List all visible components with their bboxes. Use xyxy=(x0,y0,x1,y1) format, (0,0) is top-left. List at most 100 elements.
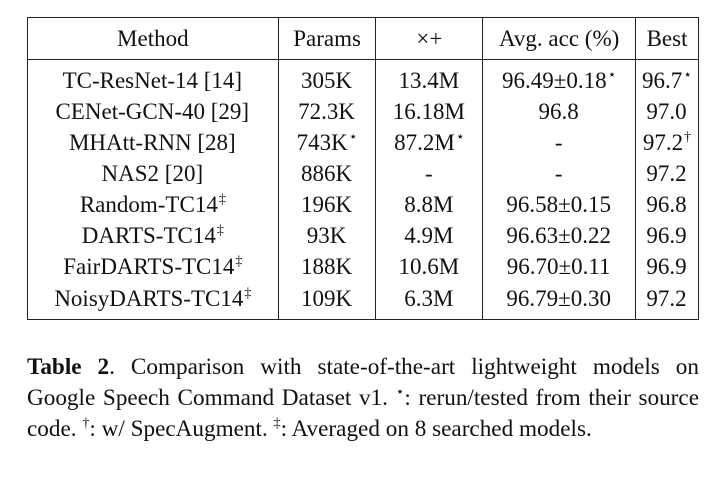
cell-params: 886K xyxy=(277,158,376,189)
cell-best: 96.7⋆ xyxy=(635,59,699,96)
cell-method: NAS2 [20] xyxy=(28,158,279,189)
best-value: 97.2 xyxy=(642,130,684,155)
method-name: TC-ResNet-14 [14] xyxy=(62,68,243,93)
params-value: 188K xyxy=(301,254,353,279)
table-row: Random-TC14‡ 196K 8.8M 96.58±0.15 96.8 xyxy=(28,189,699,220)
cell-best: 96.9 xyxy=(635,251,699,282)
cell-mult-adds: 13.4M xyxy=(375,59,483,96)
method-name: NoisyDARTS-TC14 xyxy=(54,286,244,311)
best-mark: ⋆ xyxy=(683,68,693,83)
method-name: CENet-GCN-40 [29] xyxy=(55,99,250,124)
caption-text: . Comparison with state-of-the-art light… xyxy=(27,354,699,411)
table-row: CENet-GCN-40 [29] 72.3K 16.18M 96.8 97.0 xyxy=(28,96,699,127)
cell-mult-adds: 16.18M xyxy=(375,96,483,127)
cell-params: 188K xyxy=(277,251,376,282)
avg-mark: ⋆ xyxy=(607,68,617,83)
cell-method: TC-ResNet-14 [14] xyxy=(28,60,279,97)
method-name: Random-TC14 xyxy=(79,192,218,217)
params-value: 743K xyxy=(296,130,348,155)
cell-best: 97.0 xyxy=(635,96,699,127)
avg-value: 96.58±0.15 xyxy=(506,192,611,217)
params-value: 93K xyxy=(306,223,347,248)
cell-avg-acc: - xyxy=(482,158,636,189)
cell-mult-adds: 8.8M xyxy=(375,189,483,220)
cell-avg-acc: 96.63±0.22 xyxy=(482,220,636,251)
caption-text: : Averaged on 8 searched models. xyxy=(280,416,592,442)
madds-value: 8.8M xyxy=(404,192,454,217)
cell-avg-acc: - xyxy=(482,127,636,158)
header-best: Best xyxy=(635,17,699,60)
params-value: 886K xyxy=(301,161,353,186)
cell-best: 97.2 xyxy=(635,158,699,189)
best-value: 96.8 xyxy=(646,192,687,217)
params-value: 196K xyxy=(301,192,353,217)
avg-value: - xyxy=(554,161,563,186)
cell-best: 97.2† xyxy=(635,127,699,158)
avg-value: 96.70±0.11 xyxy=(506,254,611,279)
best-value: 97.2 xyxy=(646,286,687,311)
avg-value: 96.49±0.18 xyxy=(501,68,607,93)
table-header-row: Method Params ×+ Avg. acc (%) Best xyxy=(27,17,699,60)
table-row: DARTS-TC14‡ 93K 4.9M 96.63±0.22 96.9 xyxy=(28,220,699,251)
caption-mark: † xyxy=(82,416,90,431)
caption-text: : w/ SpecAugment. xyxy=(89,416,274,442)
caption-mark: ‡ xyxy=(273,416,281,431)
cell-method: FairDARTS-TC14‡ xyxy=(28,251,279,282)
caption-text: : rerun/tested from their source code. xyxy=(27,385,699,442)
cell-best: 97.2 xyxy=(635,282,699,320)
best-mark: † xyxy=(684,130,692,145)
method-name: NAS2 [20] xyxy=(101,161,204,186)
best-value: 97.0 xyxy=(646,99,687,124)
best-value: 96.9 xyxy=(646,223,687,248)
method-name: FairDARTS-TC14 xyxy=(63,254,235,279)
header-mult-adds: ×+ xyxy=(375,17,483,60)
madds-value: 6.3M xyxy=(404,286,454,311)
method-mark: ‡ xyxy=(216,223,224,238)
table-row: TC-ResNet-14 [14] 305K 13.4M 96.49±0.18⋆… xyxy=(28,59,699,97)
results-table-container: Method Params ×+ Avg. acc (%) Best TC-Re… xyxy=(27,17,699,320)
cell-params: 196K xyxy=(277,189,376,220)
cell-best: 96.9 xyxy=(635,220,699,251)
params-value: 72.3K xyxy=(298,99,355,124)
comparison-table: Method Params ×+ Avg. acc (%) Best TC-Re… xyxy=(27,17,699,320)
madds-value: 10.6M xyxy=(398,254,460,279)
cell-mult-adds: 6.3M xyxy=(375,282,483,320)
cell-mult-adds: 4.9M xyxy=(375,220,483,251)
header-avg-acc: Avg. acc (%) xyxy=(482,17,636,60)
cell-avg-acc: 96.49±0.18⋆ xyxy=(482,59,636,96)
params-value: 305K xyxy=(301,68,353,93)
cell-mult-adds: 87.2M⋆ xyxy=(375,127,483,158)
caption-mark: ⋆ xyxy=(395,385,405,400)
madds-value: - xyxy=(425,161,433,186)
madds-value: 87.2M xyxy=(394,130,455,155)
avg-value: 96.79±0.30 xyxy=(506,286,611,311)
header-method: Method xyxy=(27,17,279,60)
madds-value: 16.18M xyxy=(392,99,465,124)
method-mark: ‡ xyxy=(235,254,243,269)
madds-mark: ⋆ xyxy=(455,130,465,145)
cell-avg-acc: 96.70±0.11 xyxy=(482,251,636,282)
cell-method: NoisyDARTS-TC14‡ xyxy=(28,282,279,320)
cell-method: CENet-GCN-40 [29] xyxy=(28,96,279,127)
cell-avg-acc: 96.79±0.30 xyxy=(482,282,636,320)
avg-value: - xyxy=(554,130,563,155)
table-row: MHAtt-RNN [28] 743K⋆ 87.2M⋆ - 97.2† xyxy=(28,127,699,158)
cell-params: 743K⋆ xyxy=(277,127,376,158)
caption-label: Table 2 xyxy=(27,354,110,380)
table-row: NoisyDARTS-TC14‡ 109K 6.3M 96.79±0.30 97… xyxy=(28,282,699,320)
table-caption: Table 2. Comparison with state-of-the-ar… xyxy=(27,352,699,445)
method-name: DARTS-TC14 xyxy=(81,223,216,248)
method-mark: ‡ xyxy=(218,192,226,207)
cell-mult-adds: 10.6M xyxy=(375,251,483,282)
cell-params: 72.3K xyxy=(277,96,376,127)
params-mark: ⋆ xyxy=(348,130,358,145)
cell-params: 305K xyxy=(277,59,376,96)
cell-avg-acc: 96.58±0.15 xyxy=(482,189,636,220)
best-value: 96.9 xyxy=(646,254,687,279)
avg-value: 96.8 xyxy=(538,99,579,124)
cell-method: DARTS-TC14‡ xyxy=(28,220,279,251)
cell-avg-acc: 96.8 xyxy=(482,96,636,127)
avg-value: 96.63±0.22 xyxy=(506,223,611,248)
madds-value: 4.9M xyxy=(404,223,454,248)
cell-method: MHAtt-RNN [28] xyxy=(28,127,279,158)
